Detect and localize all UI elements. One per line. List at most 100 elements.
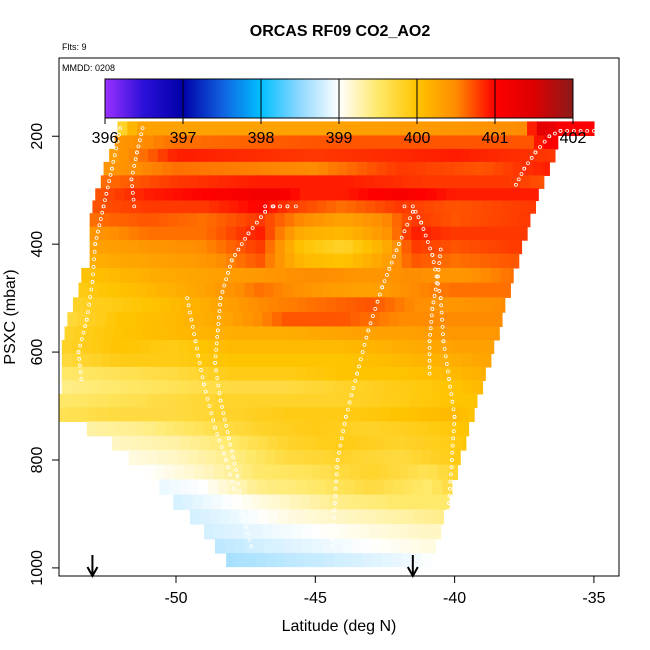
heatmap-cell	[343, 240, 354, 255]
track-point	[104, 191, 109, 196]
heatmap-cell	[266, 366, 277, 381]
heatmap-cell	[437, 421, 449, 437]
y-tick-label: 200	[29, 123, 46, 150]
heatmap-cell	[362, 450, 374, 466]
heatmap-cell	[373, 175, 385, 189]
heatmap-cell	[371, 407, 382, 423]
heatmap-cell	[478, 121, 489, 137]
heatmap-cell	[401, 226, 413, 241]
heatmap-cell	[528, 148, 539, 163]
heatmap-cell	[106, 421, 117, 437]
heatmap-cell	[460, 240, 471, 255]
heatmap-cell	[114, 188, 126, 202]
heatmap-cell	[171, 161, 183, 176]
heatmap-cell	[216, 213, 227, 228]
heatmap-cell	[130, 366, 141, 381]
heatmap-cell	[247, 175, 258, 189]
heatmap-cell	[359, 421, 371, 437]
heatmap-cell	[345, 297, 357, 313]
heatmap-cell	[148, 213, 159, 228]
heatmap-cell	[481, 175, 492, 189]
track-point	[88, 295, 93, 299]
heatmap-cell	[444, 161, 456, 176]
heatmap-cell	[295, 339, 307, 355]
track-point	[416, 215, 421, 220]
track-point	[553, 131, 557, 136]
track-point	[234, 467, 238, 472]
heatmap-cell	[262, 464, 273, 481]
heatmap-cell	[412, 339, 424, 355]
heatmap-cell	[495, 188, 506, 202]
heatmap-cell	[501, 297, 506, 313]
heatmap-cell	[167, 148, 179, 163]
track-point	[448, 384, 453, 389]
heatmap-cell	[472, 297, 484, 313]
heatmap-cell	[295, 267, 307, 284]
track-point	[285, 204, 290, 209]
heatmap-cell	[286, 380, 297, 395]
heatmap-cell	[185, 393, 197, 408]
heatmap-cell	[378, 135, 389, 150]
heatmap-cell	[88, 407, 99, 423]
track-point	[237, 489, 242, 494]
heatmap-cell	[286, 175, 297, 189]
heatmap-cell	[150, 297, 162, 313]
heatmap-cell	[304, 450, 315, 466]
heatmap-cell	[362, 553, 374, 568]
heatmap-cell	[215, 121, 226, 137]
track-point	[239, 242, 244, 247]
track-point	[396, 242, 401, 247]
heatmap-cell	[433, 200, 445, 214]
heatmap-cell	[259, 161, 270, 176]
heatmap-cell	[178, 175, 190, 189]
heatmap-cell	[382, 553, 393, 568]
heatmap-cell	[71, 366, 82, 381]
heatmap-cell	[286, 339, 297, 355]
track-point	[81, 330, 86, 335]
heatmap-cell	[371, 538, 382, 554]
track-point	[218, 398, 223, 403]
heatmap-cell	[127, 393, 138, 408]
heatmap-cell	[418, 523, 429, 540]
heatmap-cell	[433, 297, 445, 313]
heatmap-cell	[258, 200, 269, 214]
heatmap-cell	[177, 253, 188, 269]
track-point	[185, 296, 190, 301]
x-tick-label: -50	[164, 590, 187, 607]
heatmap-cell	[176, 121, 187, 137]
heatmap-cell	[495, 135, 506, 150]
track-point	[118, 126, 123, 131]
heatmap-cell	[306, 297, 318, 313]
heatmap-cell	[547, 148, 556, 163]
heatmap-cell	[371, 393, 382, 408]
colorbar-tick-label: 396	[92, 130, 119, 147]
heatmap-cell	[449, 407, 460, 423]
heatmap-cell	[341, 121, 353, 137]
heatmap-cell	[407, 135, 418, 150]
heatmap-cell	[138, 450, 149, 466]
heatmap-cell	[245, 226, 257, 241]
heatmap-cell	[256, 380, 268, 395]
heatmap-cell	[373, 353, 385, 368]
heatmap-cell	[212, 494, 223, 510]
heatmap-cell	[100, 339, 112, 355]
track-point	[421, 227, 426, 231]
heatmap-cell	[403, 366, 414, 381]
heatmap-cell	[302, 407, 314, 423]
track-point	[105, 185, 110, 190]
heatmap-cell	[369, 523, 380, 540]
heatmap-cell	[125, 421, 137, 437]
heatmap-cell	[469, 226, 481, 241]
heatmap-cell	[163, 135, 174, 150]
heatmap-cell	[320, 464, 332, 481]
heatmap-cell	[121, 435, 133, 451]
heatmap-cell	[313, 226, 325, 241]
heatmap-cell	[91, 339, 102, 355]
heatmap-cell	[205, 121, 216, 137]
heatmap-cell	[440, 450, 452, 466]
heatmap-cell	[159, 479, 170, 496]
heatmap-cell	[117, 407, 128, 423]
track-point	[229, 449, 234, 453]
heatmap-cell	[288, 161, 300, 176]
heatmap-cell	[120, 175, 131, 189]
